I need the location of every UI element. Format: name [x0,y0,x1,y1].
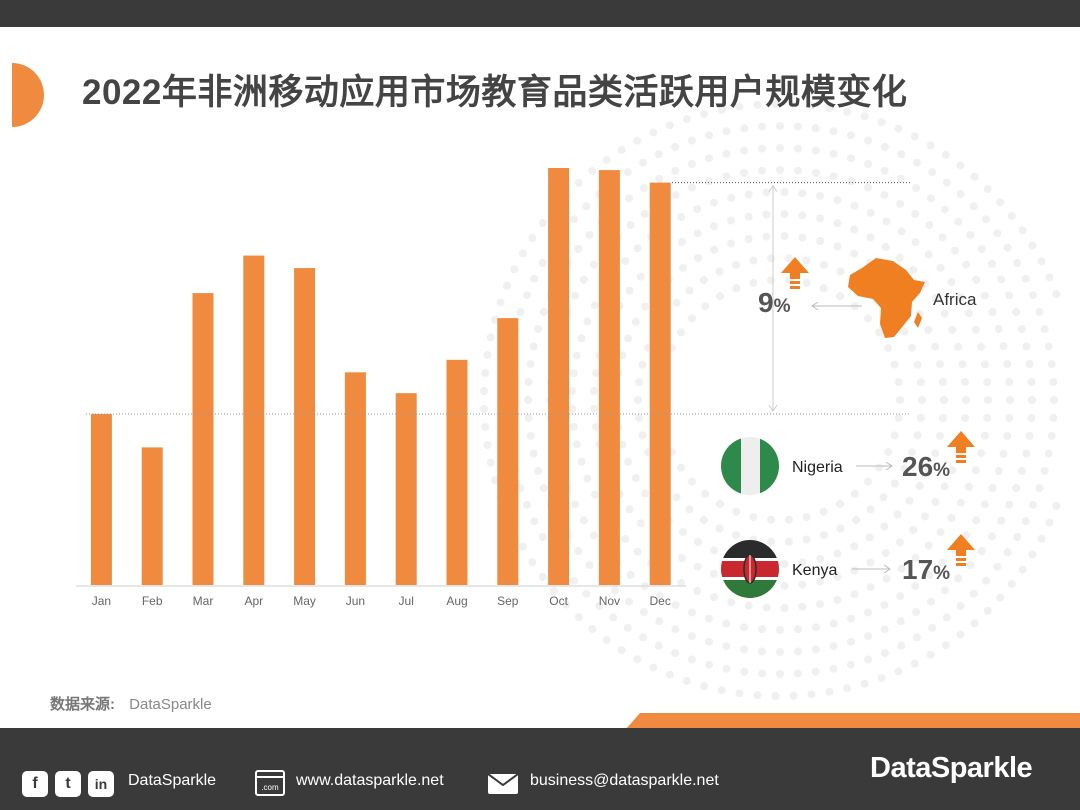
bar-apr [243,255,265,585]
nigeria-growth-value: 26% [902,451,950,482]
madagascar-shape [914,312,922,328]
footer-stripe [626,713,1080,729]
bar-oct [548,168,570,585]
footer [0,728,1080,810]
website-link[interactable]: www.datasparkle.net [296,772,444,789]
tick-label-sep: Sep [497,594,519,608]
nigeria-label: Nigeria [792,459,843,476]
nigeria-pointer-head [885,461,893,471]
bar-jun [344,372,366,585]
tick-label-may: May [293,594,316,608]
tick-label-aug: Aug [446,594,467,608]
tick-label-jan: Jan [92,594,111,608]
arrowhead-up [768,184,778,192]
bar-jul [395,393,417,585]
kenya-flag-icon [721,540,779,598]
bar-feb [141,447,163,585]
tick-label-mar: Mar [193,594,214,608]
africa-up-arrow-icon [781,257,809,289]
bar-may [294,268,316,585]
linkedin-icon[interactable]: in [88,771,114,797]
tick-label-feb: Feb [142,594,163,608]
source-label: 数据来源: [50,696,115,713]
mail-icon[interactable] [488,774,518,794]
africa-label: Africa [933,290,977,309]
email-link[interactable]: business@datasparkle.net [530,772,719,789]
title-accent [12,63,44,127]
bar-mar [192,293,214,585]
africa-map-icon [848,258,925,338]
tick-label-oct: Oct [549,594,568,608]
datasparkle-logo: DataSparkle [870,752,1033,784]
tick-label-apr: Apr [244,594,263,608]
website-icon[interactable]: .com [255,770,285,796]
africa-pointer-head [811,301,819,311]
bar-aug [446,359,468,585]
bar-sep [497,318,519,585]
bar-jan [90,414,112,585]
bar-dec [649,182,671,585]
bar-nov [598,170,620,585]
tick-label-jun: Jun [346,594,365,608]
source-value: DataSparkle [129,696,212,713]
kenya-pointer-head [883,564,891,574]
social-name[interactable]: DataSparkle [128,772,217,789]
kenya-up-arrow-icon [947,534,975,566]
source-note: 数据来源: DataSparkle [50,693,212,714]
arrowhead-down [768,404,778,412]
nigeria-flag-icon [721,437,779,495]
svg-text:.com: .com [261,783,279,792]
facebook-icon[interactable]: f [22,771,48,797]
tick-label-jul: Jul [399,594,414,608]
twitter-icon[interactable]: t [55,771,81,797]
kenya-growth-value: 17% [902,554,950,585]
tick-label-dec: Dec [650,594,671,608]
nigeria-up-arrow-icon [947,431,975,463]
tick-label-nov: Nov [599,594,620,608]
top-bar [0,0,1080,27]
africa-growth-value: 9% [758,287,791,318]
page-title: 2022年非洲移动应用市场教育品类活跃用户规模变化 [82,73,908,112]
kenya-label: Kenya [792,562,837,579]
